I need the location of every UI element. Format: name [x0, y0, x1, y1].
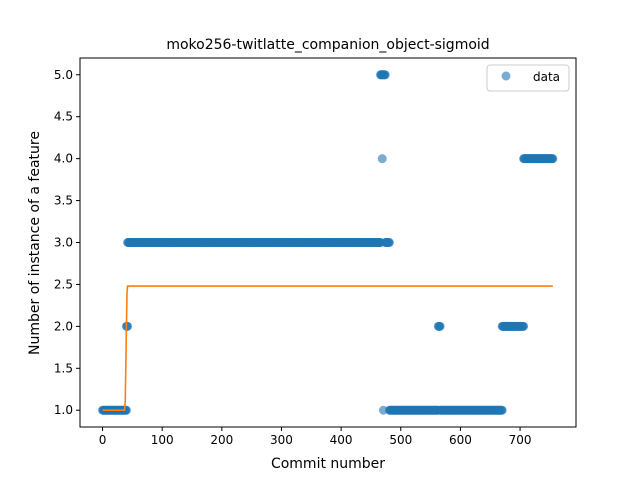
y-tick-label: 1.5 [54, 361, 73, 375]
y-tick-label: 1.0 [54, 403, 73, 417]
data-point [548, 154, 558, 164]
data-point [519, 321, 529, 331]
series-data [98, 70, 558, 415]
x-tick-label: 700 [509, 433, 532, 447]
data-point [123, 321, 133, 331]
data-point [384, 238, 394, 247]
legend-box [486, 64, 570, 92]
x-tick-label: 300 [270, 433, 293, 447]
data-point [380, 70, 390, 80]
x-tick-label: 500 [389, 433, 412, 447]
legend-label-data: data [533, 70, 560, 84]
x-tick-label: 400 [330, 433, 353, 447]
y-tick-label: 2.0 [54, 319, 73, 333]
data-point [497, 405, 507, 415]
y-tick-label: 4.0 [54, 152, 73, 166]
x-axis-label: Commit number [271, 456, 385, 472]
chart-title: moko256-twitlatte_companion_object-sigmo… [166, 37, 489, 53]
y-tick-label: 3.5 [54, 194, 73, 208]
plot-area [98, 70, 558, 415]
x-axis: 0 100 200 300 400 500 600 700 [99, 427, 532, 447]
legend-marker-data [501, 71, 511, 81]
data-point [377, 154, 387, 164]
y-tick-label: 2.5 [54, 277, 73, 291]
x-tick-label: 0 [99, 433, 107, 447]
sigmoid-fit-line [102, 285, 553, 412]
x-tick-label: 200 [210, 433, 233, 447]
y-axis-label: Number of instance of a feature [27, 131, 43, 355]
x-tick-label: 600 [449, 433, 472, 447]
data-point [435, 321, 445, 331]
x-tick-label: 100 [151, 433, 174, 447]
y-tick-label: 5.0 [54, 68, 73, 82]
y-axis: 1.0 1.5 2.0 2.5 3.0 3.5 4.0 4.5 5.0 [54, 68, 80, 417]
y-tick-label: 3.0 [54, 236, 73, 250]
y-tick-label: 4.5 [54, 110, 73, 124]
legend: data [486, 64, 570, 92]
